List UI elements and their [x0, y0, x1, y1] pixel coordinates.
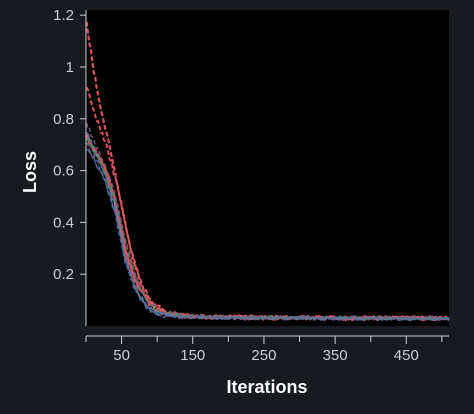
x-tick-label: 350 [323, 347, 348, 364]
plot-area [86, 10, 449, 326]
x-ticks: 50 150 250 350 450 [85, 336, 443, 364]
series-layer [85, 21, 450, 322]
x-axis-title: Iterations [226, 377, 307, 397]
y-tick-label: 0.4 [53, 214, 74, 231]
x-tick-label: 450 [394, 347, 419, 364]
y-tick-label: 0.2 [53, 266, 74, 283]
y-tick-label: 1 [66, 59, 74, 76]
x-tick-label: 150 [180, 347, 205, 364]
x-tick-label: 250 [251, 347, 276, 364]
y-axis-title: Loss [20, 151, 40, 193]
series-line-8 [86, 149, 449, 322]
y-tick-label: 1.2 [53, 7, 74, 24]
y-tick-label: 0.8 [53, 111, 74, 128]
y-ticks: 0.2 0.4 0.6 0.8 1 1.2 [53, 7, 86, 283]
y-tick-label: 0.6 [53, 163, 74, 180]
series-line-7 [85, 123, 450, 321]
x-tick-label: 50 [113, 347, 130, 364]
